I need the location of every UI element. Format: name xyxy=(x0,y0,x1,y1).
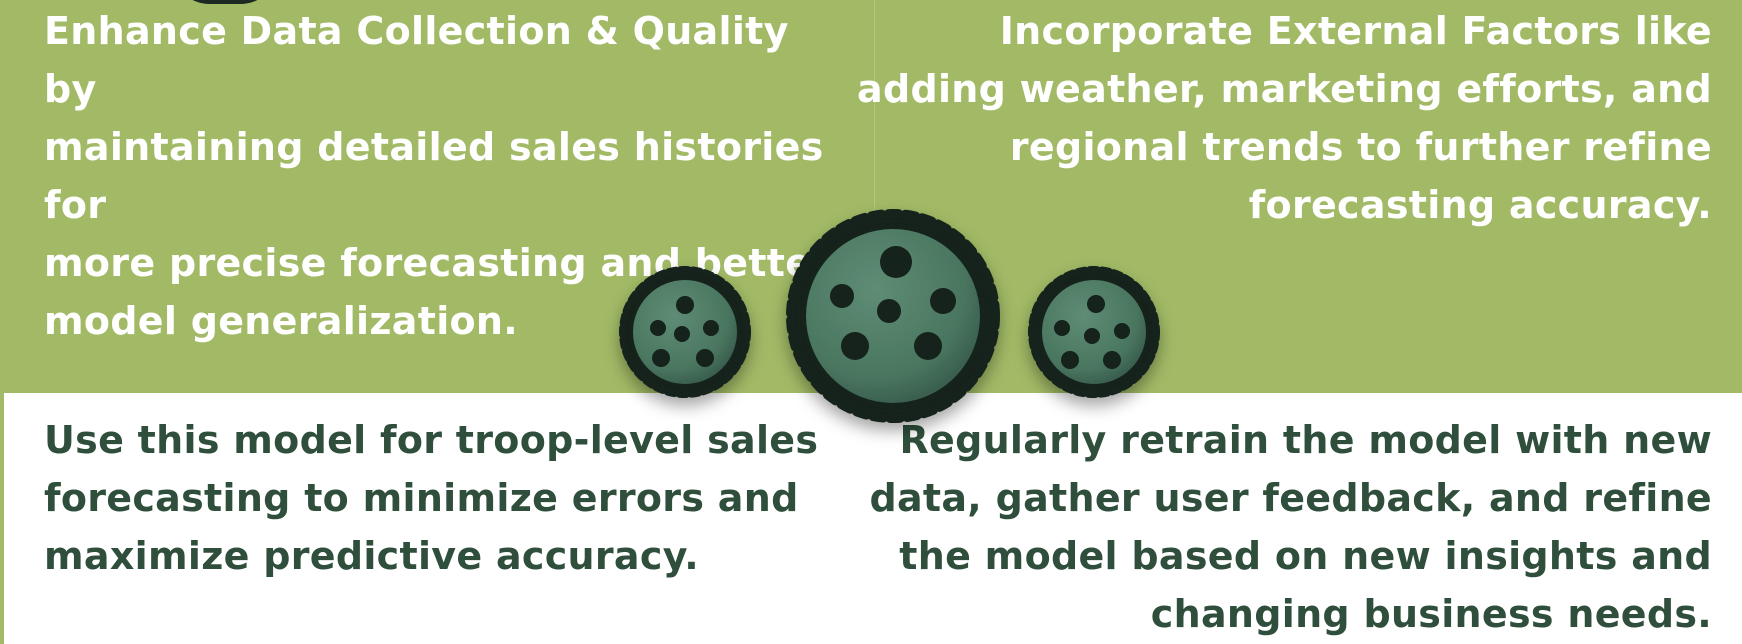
left-accent-bar xyxy=(0,393,4,644)
column-divider xyxy=(874,0,875,393)
partial-cookie-icon xyxy=(170,0,280,4)
recommendation-external-factors: Incorporate External Factors like adding… xyxy=(857,9,1712,227)
recommendation-troop-forecasting: Use this model for troop-level sales for… xyxy=(44,418,819,578)
recommendation-retraining: Regularly retrain the model with new dat… xyxy=(869,418,1712,636)
recommendation-data-quality: Enhance Data Collection & Quality by mai… xyxy=(44,9,831,343)
